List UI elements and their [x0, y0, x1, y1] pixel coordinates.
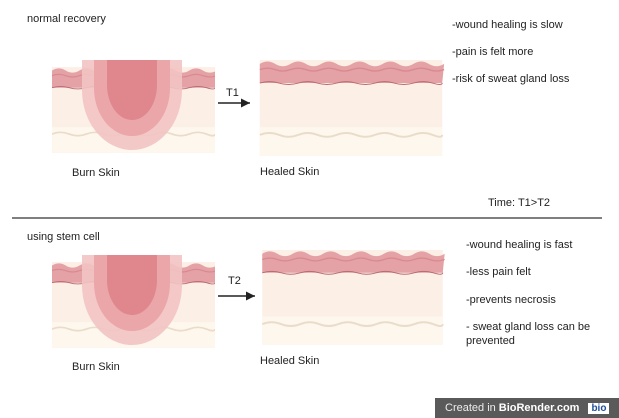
healed-skin — [260, 60, 444, 156]
time-note: Time: T1>T2 — [488, 196, 550, 210]
arrow-label: T2 — [228, 274, 241, 288]
footer-brand: BioRender.com — [499, 402, 580, 414]
note: -risk of sweat gland loss — [452, 72, 569, 86]
footer-prefix: Created in — [445, 402, 496, 414]
burn-label: Burn Skin — [72, 166, 120, 180]
note: -wound healing is fast — [466, 238, 572, 252]
healed-label: Healed Skin — [260, 165, 319, 179]
burn-label: Burn Skin — [72, 360, 120, 374]
footer-logo: bio — [588, 403, 609, 414]
note: - sweat gland loss can be prevented — [466, 320, 596, 348]
note: -prevents necrosis — [466, 293, 556, 307]
note: -less pain felt — [466, 265, 531, 279]
note: -pain is felt more — [452, 45, 533, 59]
note: -wound healing is slow — [452, 18, 563, 32]
section-title: normal recovery — [27, 12, 106, 26]
healed-label: Healed Skin — [260, 354, 319, 368]
burn-skin — [52, 60, 217, 153]
section-title: using stem cell — [27, 230, 100, 244]
healed-skin — [262, 250, 444, 345]
page: normal recovery T1 Burn Skin Healed Skin… — [0, 0, 619, 418]
arrow-label: T1 — [226, 86, 239, 100]
burn-skin — [52, 255, 217, 348]
footer-badge: Created in BioRender.com bio — [435, 398, 619, 418]
